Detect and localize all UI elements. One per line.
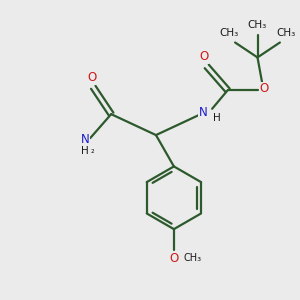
Text: O: O bbox=[260, 82, 269, 95]
Text: O: O bbox=[199, 50, 208, 63]
Text: N: N bbox=[80, 133, 89, 146]
Text: CH₃: CH₃ bbox=[276, 28, 296, 38]
Text: N: N bbox=[199, 106, 208, 119]
Text: ₂: ₂ bbox=[91, 146, 94, 155]
Text: H: H bbox=[213, 113, 221, 123]
Text: O: O bbox=[169, 252, 178, 265]
Text: H: H bbox=[81, 146, 89, 156]
Text: O: O bbox=[87, 71, 96, 84]
Text: CH₃: CH₃ bbox=[183, 254, 202, 263]
Text: CH₃: CH₃ bbox=[220, 28, 239, 38]
Text: CH₃: CH₃ bbox=[248, 20, 267, 30]
